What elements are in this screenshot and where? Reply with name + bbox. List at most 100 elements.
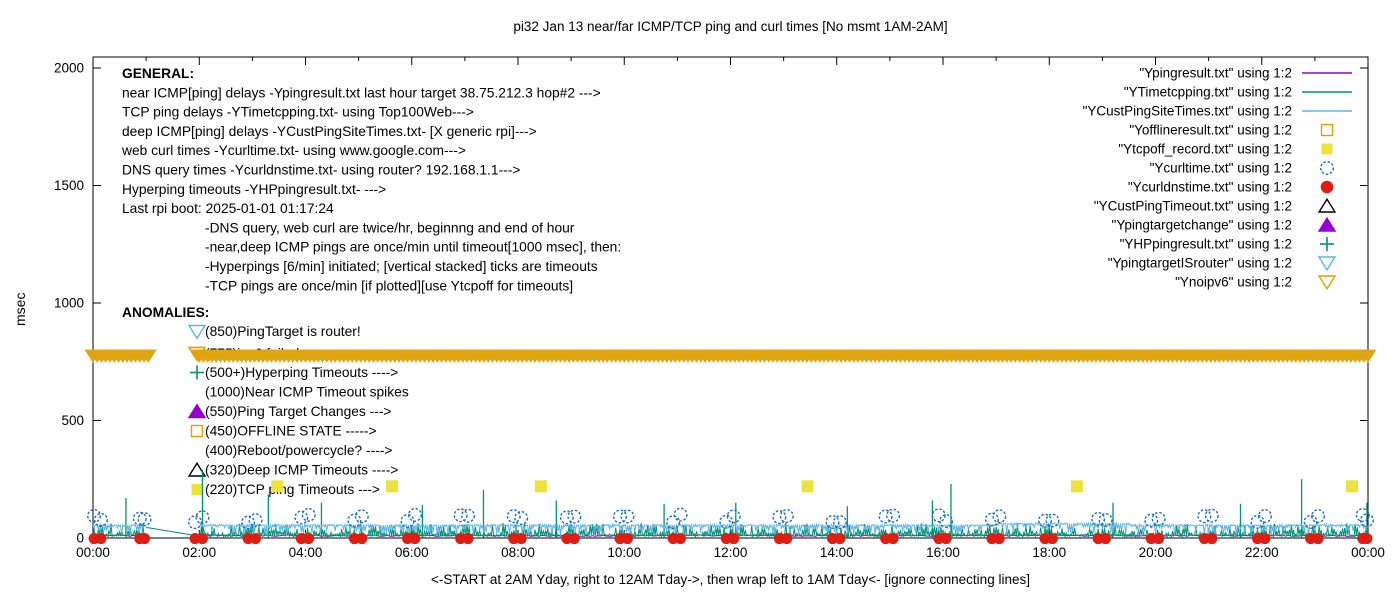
x-tick-label: 16:00 [926,545,960,560]
dns-dot [993,533,1005,545]
web-curl-circles [87,507,1374,530]
square-icon [1320,123,1334,137]
circle-icon [1303,514,1318,529]
x-tick-label: 10:00 [607,545,641,560]
y-axis-label: msec [12,292,28,326]
circle-icon [1319,160,1334,175]
dns-dot [462,533,474,545]
circle-icon [666,515,681,530]
legend-label: "YHPpingresult.txt" using 1:2 [1120,237,1292,252]
circle-icon [248,513,263,528]
dns-dot [1206,533,1218,545]
dns-dot [1100,533,1112,545]
y-tick-label: 1500 [54,178,84,193]
circle-icon [772,510,787,525]
general-line: -TCP pings are once/min [if plotted][use… [205,278,573,293]
legend-label: "YTimetcpping.txt" using 1:2 [1124,85,1292,100]
dns-dot [621,533,633,545]
general-line: -DNS query, web curl are twice/hr, begin… [205,220,575,235]
triangle-up-icon [1317,197,1337,213]
tcp-timeout-square [534,480,547,493]
general-line: Hyperping timeouts -YHPpingresult.txt- -… [122,182,386,197]
series-deep-icmp-line [93,521,1368,536]
circle-icon [1257,509,1272,524]
dns-dot [250,533,262,545]
circle-icon [1359,513,1374,528]
general-annotations: GENERAL: near ICMP[ping] delays -Ypingres… [121,66,621,293]
anomaly-label: (450)OFFLINE STATE -----> [205,424,377,439]
square-icon [191,484,203,495]
dns-dot [940,533,952,545]
dns-dot [356,533,368,545]
general-line: deep ICMP[ping] delays -YCustPingSiteTim… [122,124,537,139]
circle-icon [1151,511,1166,526]
legend-label: "Yofflineresult.txt" using 1:2 [1129,123,1292,138]
circle-icon [992,509,1007,524]
noipv6-triangle [1359,349,1377,363]
triangle-up-icon [1317,216,1337,232]
dns-dot [1312,533,1324,545]
circle-icon [779,509,794,524]
circle-icon [559,510,574,525]
x-tick-label: 06:00 [395,545,429,560]
tcp-timeout-square [271,480,284,493]
dns-dot [1259,533,1271,545]
circle-icon [1091,511,1106,526]
dns-dot [781,533,793,545]
tcp-timeout-square [1346,480,1359,493]
tcp-timeout-squares [271,480,1359,493]
tcp-timeout-square [801,480,814,493]
legend-label: "Ycurltime.txt" using 1:2 [1150,161,1292,176]
square-icon [190,424,204,438]
dns-dot [196,533,208,545]
x-tick-label: 22:00 [1245,545,1279,560]
circle-icon [613,509,628,524]
square-icon [1321,143,1333,155]
tcp-timeout-square [386,480,399,493]
circle-icon [1197,509,1212,524]
triangle-down-icon [187,324,207,340]
general-heading: GENERAL: [122,66,194,81]
dns-dot [568,533,580,545]
dns-dot [887,533,899,545]
x-tick-label: 04:00 [289,545,323,560]
legend-label: "Ytcpoff_record.txt" using 1:2 [1118,142,1292,157]
dns-dot [303,533,315,545]
circle-icon [1355,508,1370,523]
tcp-timeout-square [1070,480,1083,493]
x-tick-label: 08:00 [501,545,535,560]
dns-dot [728,533,740,545]
circle-icon [354,509,369,524]
legend-label: "YpingtargetISrouter" using 1:2 [1108,256,1292,271]
dns-dot [1046,533,1058,545]
y-tick-label: 2000 [54,61,84,76]
circle-icon [187,515,202,530]
triangle-down-icon [1317,256,1337,272]
anomaly-label: (500+)Hyperping Timeouts ----> [205,365,398,380]
circle-icon [301,507,316,522]
gap-connector-line [146,526,200,537]
dns-dot [139,533,151,545]
circle-icon [137,512,152,527]
anomaly-label: (400)Reboot/powercycle? ----> [205,443,392,458]
x-tick-label: 12:00 [714,545,748,560]
plus-icon [190,365,204,380]
circle-icon [832,515,847,530]
x-tick-label: 00:00 [1351,545,1385,560]
general-line: near ICMP[ping] delays -Ypingresult.txt … [122,85,601,100]
anomaly-label: (1000)Near ICMP Timeout spikes [205,385,409,400]
legend-label: "Ypingtargetchange" using 1:2 [1112,218,1292,233]
anomaly-label: (320)Deep ICMP Timeouts ----> [205,463,398,478]
circle-icon [461,508,476,523]
anomalies-heading: ANOMALIES: [122,305,209,320]
circle-icon [1144,513,1159,528]
plus-icon [1320,237,1334,251]
chart-title: pi32 Jan 13 near/far ICMP/TCP ping and c… [513,19,948,34]
legend-label: "YCustPingTimeout.txt" using 1:2 [1094,199,1292,214]
circle-icon [514,511,529,526]
circle-icon [620,509,635,524]
y-tick-label: 500 [61,413,84,428]
dns-dot [1361,533,1373,545]
